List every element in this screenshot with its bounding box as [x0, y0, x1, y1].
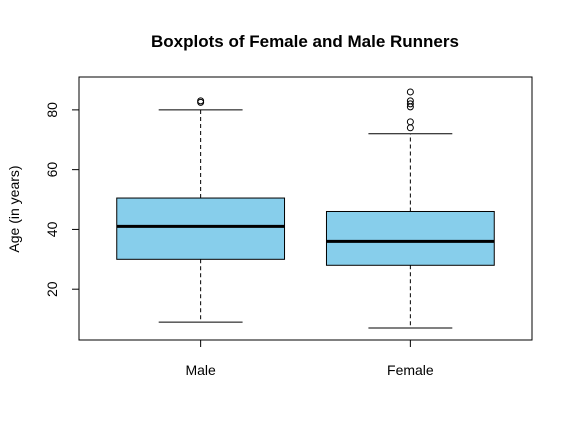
box-male [116, 97, 286, 323]
outlier-point [406, 100, 414, 108]
outlier-point [406, 118, 414, 126]
box-female [325, 88, 495, 329]
y-tick-label: 60 [44, 162, 60, 178]
outlier-point [406, 88, 414, 96]
x-axis: Male Female [185, 340, 434, 378]
y-tick-label: 40 [44, 221, 60, 237]
iqr-box [116, 197, 286, 260]
outlier-point [406, 97, 414, 105]
iqr-box [325, 210, 495, 266]
x-tick-label: Male [185, 362, 216, 378]
y-axis: 20 40 60 80 [44, 102, 80, 297]
y-tick-label: 20 [44, 281, 60, 297]
boxes [116, 88, 495, 329]
chart-title: Boxplots of Female and Male Runners [151, 32, 459, 51]
outlier-point [406, 124, 414, 132]
y-axis-label: Age (in years) [6, 165, 22, 252]
x-tick-label: Female [387, 362, 434, 378]
y-tick-label: 80 [44, 102, 60, 118]
outlier-point [197, 97, 205, 105]
